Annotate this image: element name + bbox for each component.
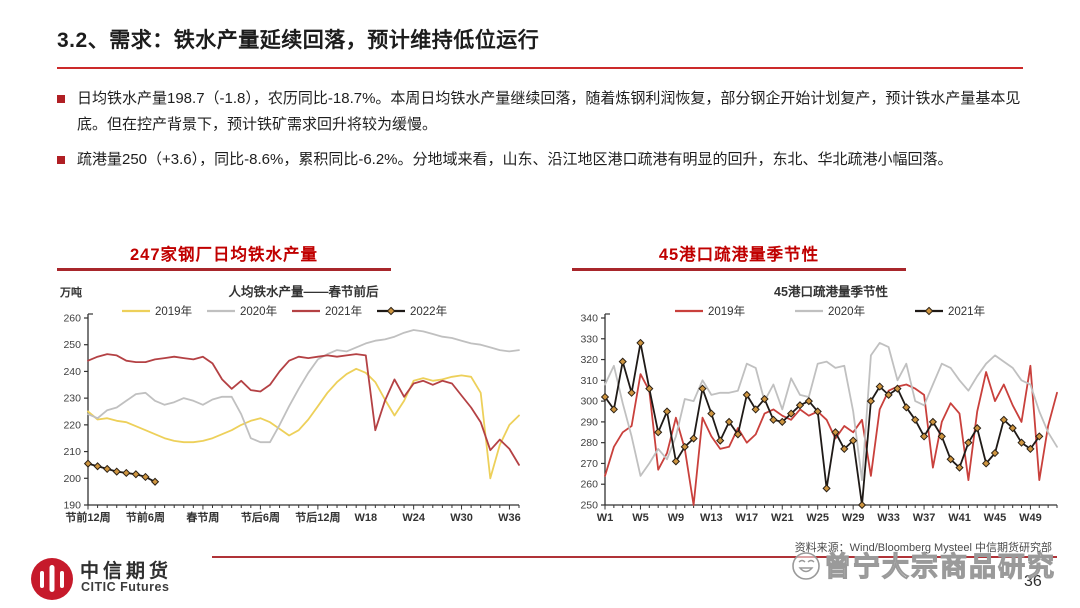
svg-text:2019年: 2019年 — [708, 304, 745, 318]
svg-text:45港口疏港量季节性: 45港口疏港量季节性 — [774, 284, 888, 299]
chart-header-text: 45港口疏港量季节性 — [658, 246, 820, 264]
port-clearance-seasonality-chart: 250 260 270 280 290 300 310 320 330 340 W1 W5 W9 W13 W… — [580, 284, 1058, 524]
svg-text:节后6周: 节后6周 — [241, 510, 280, 524]
svg-text:270: 270 — [580, 458, 598, 470]
logo-english-name: CITIC Futures — [81, 580, 170, 594]
svg-text:290: 290 — [580, 416, 598, 428]
svg-text:万吨: 万吨 — [59, 285, 82, 299]
svg-text:W29: W29 — [842, 512, 865, 524]
citic-logo-icon — [31, 558, 73, 600]
svg-text:2019年: 2019年 — [155, 304, 192, 318]
svg-text:2021年: 2021年 — [948, 304, 985, 318]
svg-text:W45: W45 — [984, 512, 1007, 524]
footer-divider — [212, 556, 1057, 558]
watermark: 曾宁大宗商品研究 — [788, 545, 1056, 584]
svg-text:260: 260 — [580, 479, 598, 491]
data-source-note: 资料来源：Wind/Bloomberg Mysteel 中信期货研究部 — [794, 542, 1052, 554]
svg-text:2022年: 2022年 — [410, 304, 447, 318]
svg-text:人均铁水产量——春节前后: 人均铁水产量——春节前后 — [228, 284, 379, 299]
svg-text:200: 200 — [63, 473, 81, 485]
svg-text:W36: W36 — [498, 512, 521, 524]
svg-text:2021年: 2021年 — [325, 304, 362, 318]
logo-chinese-name: 中信期货 — [80, 561, 173, 582]
svg-text:W37: W37 — [913, 512, 936, 524]
svg-text:节前6周: 节前6周 — [126, 510, 165, 524]
hot-metal-production-chart: 190 200 210 220 230 240 250 260 节前12周 节前6周 春节周 节后6周… — [59, 284, 521, 524]
svg-text:280: 280 — [580, 437, 598, 449]
bullet-item: 日均铁水产量198.7（-1.8），农历同比-18.7%。本周日均铁水产量继续回… — [57, 86, 1027, 138]
svg-text:240: 240 — [63, 366, 81, 378]
svg-text:2020年: 2020年 — [240, 304, 277, 318]
svg-text:W25: W25 — [806, 512, 829, 524]
svg-text:190: 190 — [63, 500, 81, 512]
chart-header-text: 247家钢厂日均铁水产量 — [129, 246, 319, 264]
chart-header-hot-metal: 247家钢厂日均铁水产量 — [57, 242, 391, 271]
svg-text:W41: W41 — [948, 512, 971, 524]
watermark-face-icon — [792, 551, 820, 580]
svg-text:220: 220 — [63, 419, 81, 431]
svg-text:春节周: 春节周 — [186, 510, 219, 524]
svg-text:260: 260 — [63, 313, 81, 325]
bullet-text: 日均铁水产量198.7（-1.8），农历同比-18.7%。本周日均铁水产量继续回… — [77, 90, 1021, 133]
svg-text:310: 310 — [580, 375, 598, 387]
svg-text:2020年: 2020年 — [828, 304, 865, 318]
svg-text:230: 230 — [63, 393, 81, 405]
svg-text:340: 340 — [580, 313, 598, 325]
svg-text:330: 330 — [580, 333, 598, 345]
svg-text:W5: W5 — [632, 512, 649, 524]
svg-text:W30: W30 — [450, 512, 473, 524]
bullet-list: 日均铁水产量198.7（-1.8），农历同比-18.7%。本周日均铁水产量继续回… — [57, 86, 1027, 173]
svg-text:300: 300 — [580, 396, 598, 408]
svg-text:W1: W1 — [597, 512, 614, 524]
svg-text:节前12周: 节前12周 — [65, 510, 110, 524]
svg-text:320: 320 — [580, 354, 598, 366]
svg-text:W17: W17 — [735, 512, 758, 524]
svg-text:W24: W24 — [402, 512, 426, 524]
svg-text:W18: W18 — [354, 512, 377, 524]
title-divider — [57, 67, 1023, 69]
svg-text:节后12周: 节后12周 — [295, 510, 340, 524]
svg-text:250: 250 — [580, 500, 598, 512]
svg-text:W21: W21 — [771, 512, 794, 524]
bullet-square-icon — [57, 156, 65, 164]
svg-text:250: 250 — [63, 339, 81, 351]
svg-text:210: 210 — [63, 446, 81, 458]
bullet-item: 疏港量250（+3.6），同比-8.6%，累积同比-6.2%。分地域来看，山东、… — [57, 147, 1027, 173]
svg-text:W49: W49 — [1019, 512, 1042, 524]
page-number: 36 — [1024, 573, 1042, 590]
watermark-text: 曾宁大宗商品研究 — [823, 551, 1056, 582]
bullet-text: 疏港量250（+3.6），同比-8.6%，累积同比-6.2%。分地域来看，山东、… — [77, 151, 953, 168]
svg-text:W13: W13 — [700, 512, 723, 524]
bullet-square-icon — [57, 95, 65, 103]
page-title: 3.2、需求：铁水产量延续回落，预计维持低位运行 — [57, 29, 540, 52]
chart-header-port-volume: 45港口疏港量季节性 — [572, 242, 906, 271]
svg-text:W33: W33 — [877, 512, 900, 524]
svg-text:W9: W9 — [668, 512, 685, 524]
